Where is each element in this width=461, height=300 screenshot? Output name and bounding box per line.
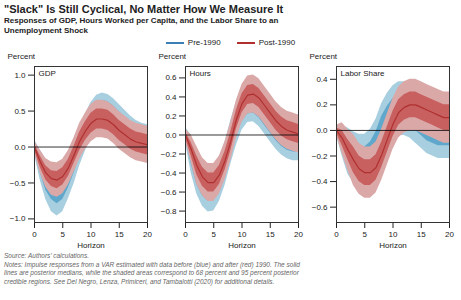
html-text:Source: Authors’ calculations.: Source: Authors’ calculations. (4, 252, 89, 259)
svg-text:0.2: 0.2 (165, 112, 177, 121)
svg-text:Percent: Percent (8, 52, 36, 61)
svg-text:−0.6: −0.6 (312, 203, 328, 212)
svg-text:0.5: 0.5 (14, 107, 26, 116)
svg-text:0.2: 0.2 (316, 100, 328, 109)
svg-text:15: 15 (115, 230, 124, 239)
svg-text:Horizon: Horizon (77, 241, 105, 250)
svg-text:Percent: Percent (159, 52, 187, 61)
svg-text:0.0: 0.0 (165, 131, 177, 140)
svg-text:−0.2: −0.2 (312, 152, 328, 161)
html-text:credible regions. See Del Negr: credible regions. See Del Negro, Lenza, … (4, 277, 275, 285)
svg-text:5: 5 (363, 230, 368, 239)
html-text:lines are posterior medians, w: lines are posterior medians, while the s… (4, 269, 299, 276)
svg-text:15: 15 (266, 230, 275, 239)
svg-text:GDP: GDP (39, 69, 56, 78)
svg-text:Horizon: Horizon (379, 241, 407, 250)
svg-text:Hours: Hours (190, 69, 211, 78)
svg-text:10: 10 (389, 230, 398, 239)
svg-text:Labor Share: Labor Share (341, 69, 386, 78)
svg-text:0.0: 0.0 (14, 143, 26, 152)
svg-text:10: 10 (238, 230, 247, 239)
svg-text:−1.0: −1.0 (10, 214, 26, 223)
html-text:Post-1990: Post-1990 (258, 38, 296, 47)
svg-text:1.0: 1.0 (14, 71, 26, 80)
html-text:Pre-1990: Pre-1990 (187, 38, 221, 47)
svg-text:0: 0 (334, 230, 339, 239)
svg-text:Percent: Percent (310, 52, 338, 61)
svg-text:−0.8: −0.8 (161, 207, 177, 216)
svg-text:20: 20 (143, 230, 152, 239)
svg-text:−0.4: −0.4 (161, 169, 177, 178)
svg-text:10: 10 (87, 230, 96, 239)
svg-text:0: 0 (32, 230, 37, 239)
svg-text:Horizon: Horizon (228, 241, 256, 250)
svg-text:15: 15 (417, 230, 426, 239)
svg-text:0.4: 0.4 (165, 92, 177, 101)
html-text:Unemployment Shock: Unemployment Shock (4, 26, 88, 35)
html-text:Responses of GDP, Hours Worked: Responses of GDP, Hours Worked per Capit… (4, 16, 279, 25)
html-text:"Slack" Is Still Cyclical, No: "Slack" Is Still Cyclical, No Matter How… (4, 3, 284, 15)
svg-text:20: 20 (294, 230, 303, 239)
svg-text:5: 5 (61, 230, 66, 239)
svg-text:−0.4: −0.4 (312, 177, 328, 186)
svg-text:−0.6: −0.6 (161, 188, 177, 197)
svg-text:20: 20 (445, 230, 454, 239)
svg-text:0: 0 (183, 230, 188, 239)
svg-text:5: 5 (212, 230, 217, 239)
svg-text:0.0: 0.0 (316, 126, 328, 135)
html-text:Notes: Impulse responses from: Notes: Impulse responses from a VAR esti… (4, 260, 300, 268)
svg-text:−0.5: −0.5 (10, 179, 26, 188)
svg-text:0.6: 0.6 (165, 73, 177, 82)
svg-text:0.4: 0.4 (316, 75, 328, 84)
svg-text:−0.2: −0.2 (161, 150, 177, 159)
